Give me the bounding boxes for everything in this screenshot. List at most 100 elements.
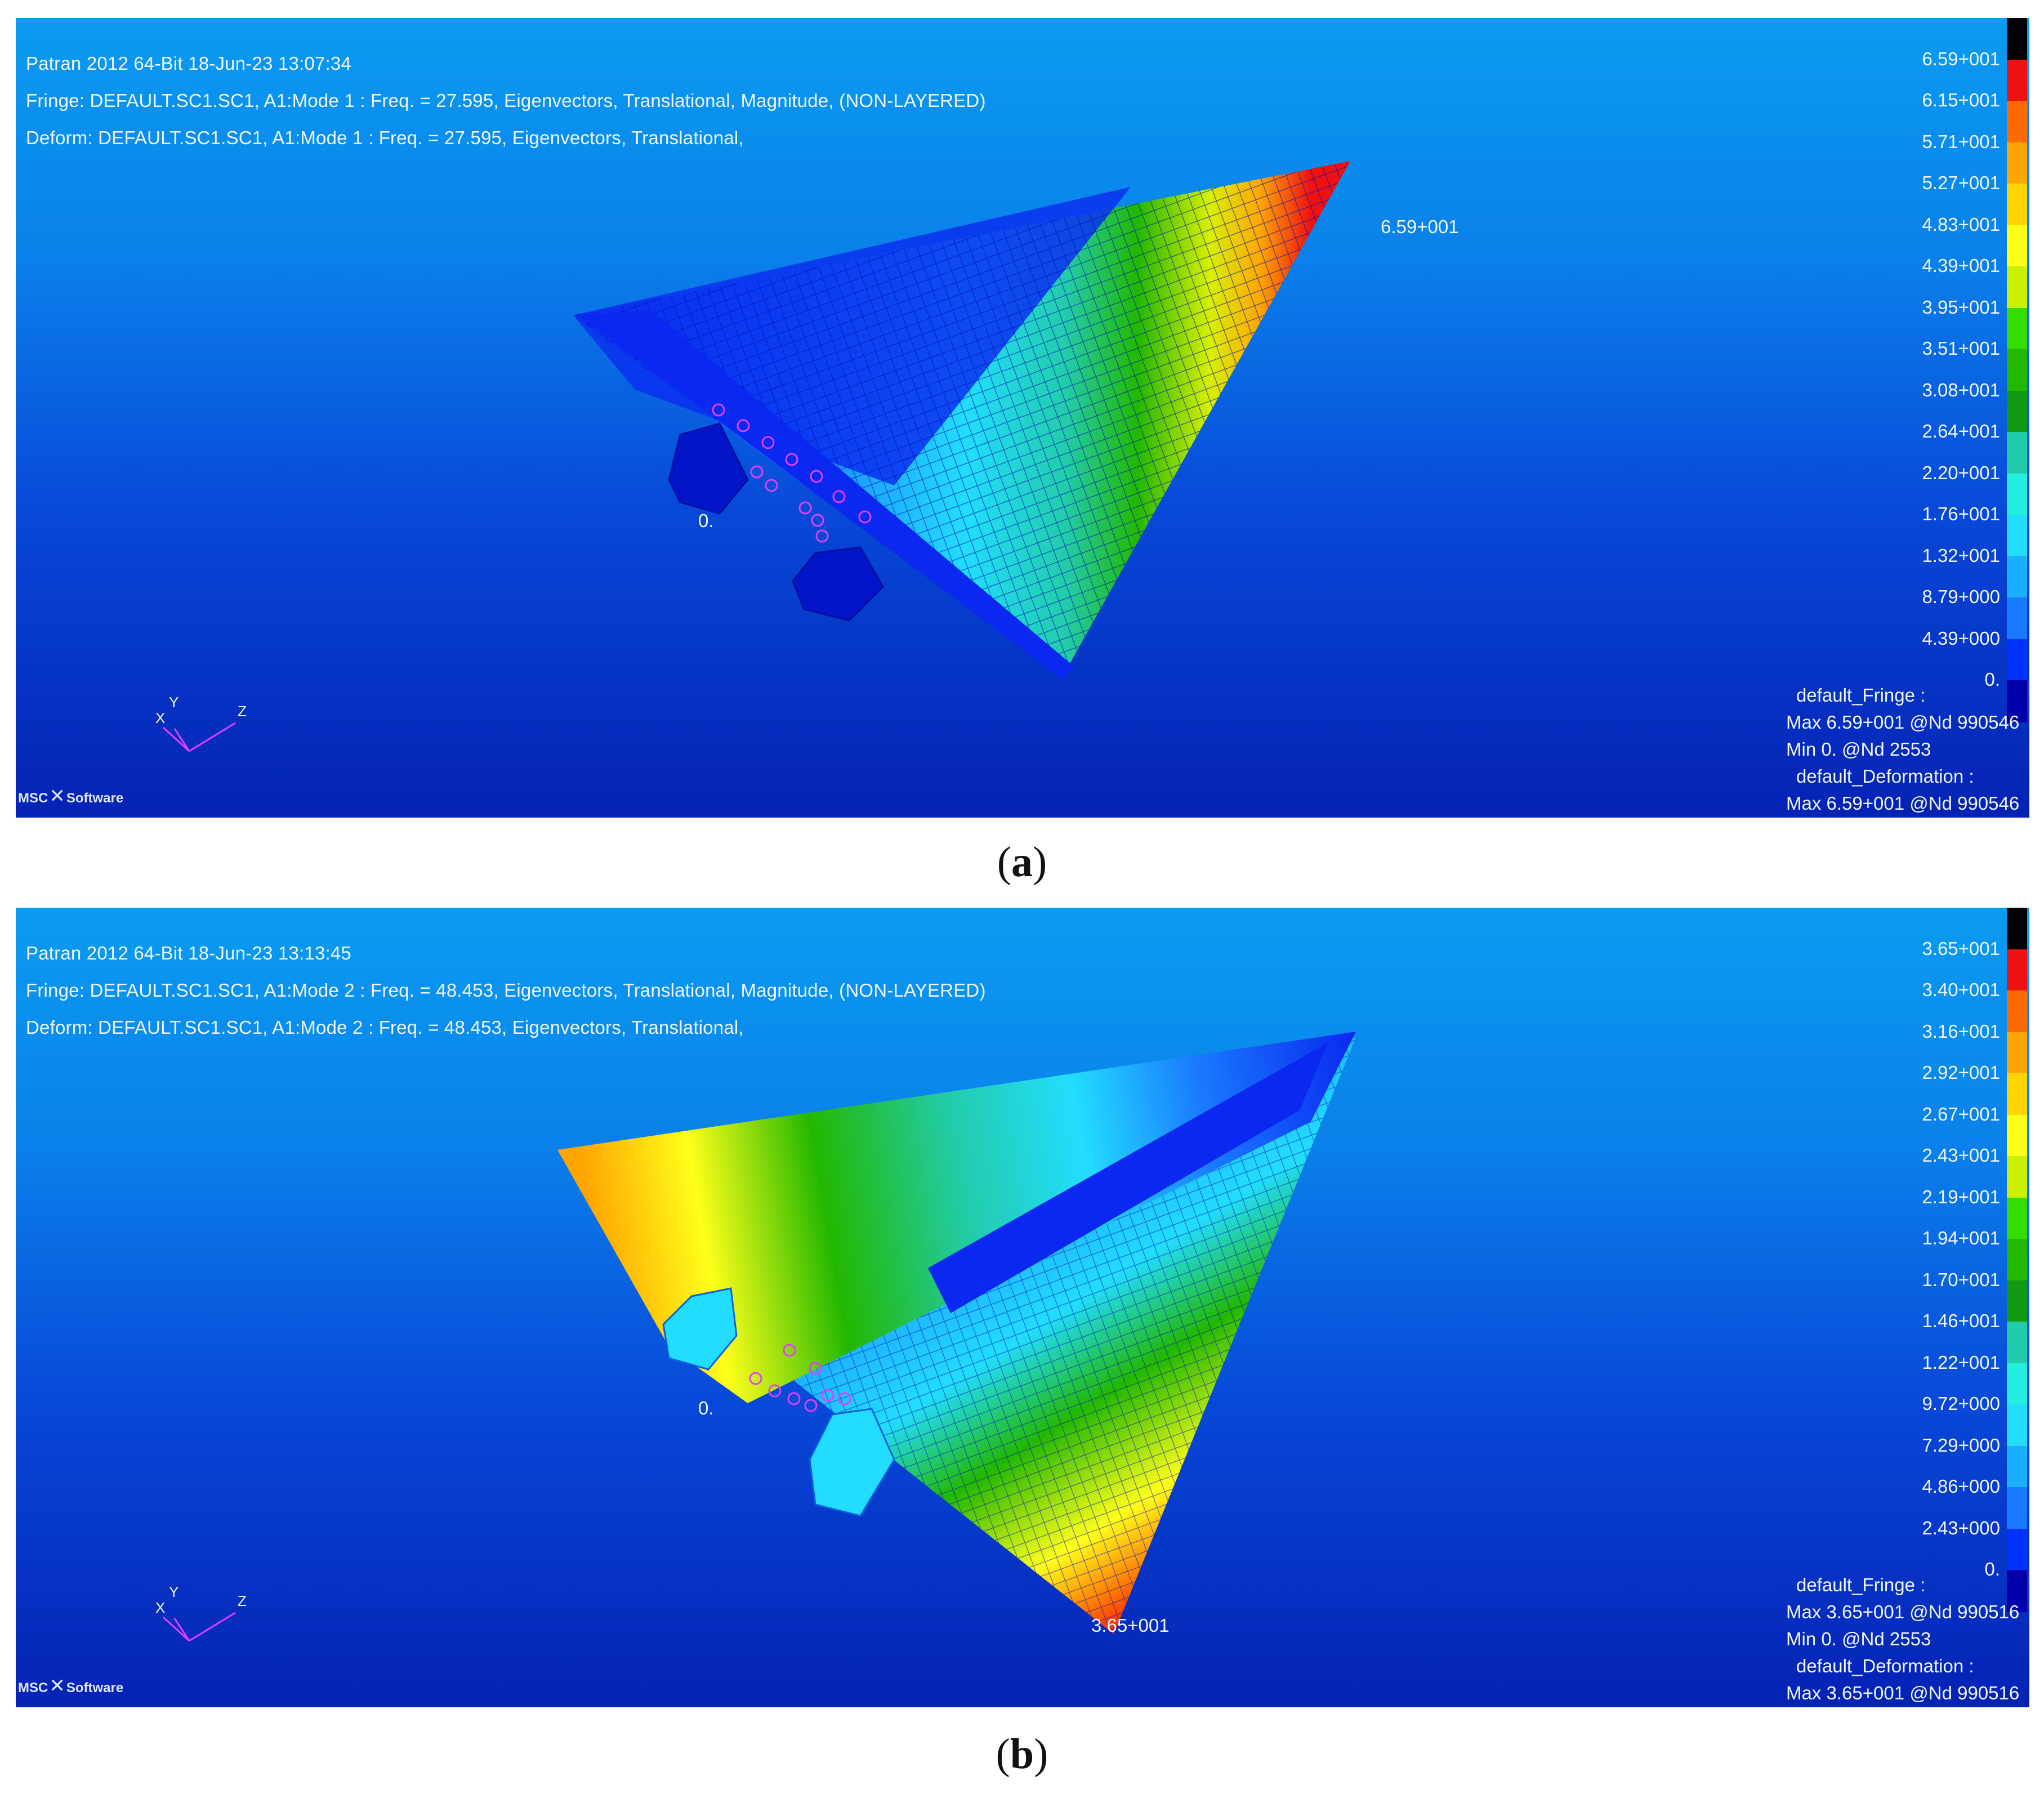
legend-tick-label: 0. — [1984, 1559, 2000, 1579]
legend-swatch — [2007, 307, 2027, 350]
legend-swatch — [2007, 349, 2027, 391]
axis-z-label: Z — [238, 1592, 247, 1609]
legend-tick-label: 4.39+001 — [1922, 255, 2000, 276]
header-deform: Deform: DEFAULT.SC1.SC1, A1:Mode 2 : Fre… — [26, 1017, 744, 1038]
legend-tick-label: 7.29+000 — [1922, 1434, 2000, 1456]
max-value-marker: 6.59+001 — [1381, 216, 1459, 237]
legend-swatch — [2007, 1570, 2027, 1612]
legend-tick-label: 5.27+001 — [1922, 172, 2000, 193]
fringe-min: Min 0. @Nd 2553 — [1786, 1628, 1931, 1649]
legend-tick-label: 2.20+001 — [1922, 462, 2000, 483]
legend-swatch — [2007, 142, 2027, 184]
legend-swatch — [2007, 949, 2027, 991]
legend-tick-label: 3.08+001 — [1922, 379, 2000, 400]
legend-swatch — [2007, 1032, 2027, 1074]
legend-swatch — [2007, 18, 2027, 60]
legend-swatch — [2007, 1487, 2027, 1529]
legend-tick-label: 2.67+001 — [1922, 1103, 2000, 1124]
legend-swatch — [2007, 908, 2027, 950]
legend-swatch — [2007, 432, 2027, 474]
legend-tick-label: 1.22+001 — [1922, 1351, 2000, 1373]
fe-model-view-b — [162, 1032, 1356, 1642]
axis-y-label: Y — [169, 1583, 179, 1600]
msc-software-logo: MSC✕Software — [18, 786, 124, 807]
color-legend-bar — [2007, 908, 2027, 1612]
axis-triad-b — [162, 1612, 236, 1642]
deform-title: default_Deformation : — [1796, 766, 1974, 787]
fringe-max: Max 6.59+001 @Nd 990546 — [1786, 712, 2020, 733]
header-timestamp: Patran 2012 64-Bit 18-Jun-23 13:07:34 — [26, 53, 351, 74]
axis-x-label: X — [155, 709, 166, 726]
legend-swatch — [2007, 1363, 2027, 1405]
legend-tick-label: 1.94+001 — [1922, 1228, 2000, 1248]
legend-tick-label: 2.43+000 — [1922, 1517, 2000, 1538]
legend-tick-label: 4.83+001 — [1922, 213, 2000, 235]
legend-tick-label: 1.46+001 — [1922, 1310, 2000, 1331]
legend-tick-label: 4.39+000 — [1922, 627, 2000, 649]
legend-swatch — [2007, 597, 2027, 640]
pylon-right-a — [792, 546, 884, 622]
header-deform: Deform: DEFAULT.SC1.SC1, A1:Mode 1 : Fre… — [26, 127, 744, 148]
msc-software-logo: MSC✕Software — [18, 1675, 124, 1697]
legend-tick-label: 1.32+001 — [1922, 545, 2000, 566]
legend-tick-label: 2.19+001 — [1922, 1186, 2000, 1207]
legend-swatch — [2007, 990, 2027, 1033]
fringe-title: default_Fringe : — [1796, 685, 1926, 706]
wing-lower-mesh-b — [680, 1037, 1356, 1634]
legend-tick-label: 1.76+001 — [1922, 503, 2000, 524]
legend-tick-label: 2.92+001 — [1922, 1062, 2000, 1083]
legend-swatch — [2007, 515, 2027, 557]
fringe-max: Max 3.65+001 @Nd 990516 — [1786, 1601, 2020, 1622]
legend-tick-label: 1.70+001 — [1922, 1269, 2000, 1290]
caption-b: (b) — [996, 1730, 1048, 1778]
legend-swatch — [2007, 266, 2027, 309]
legend-tick-label: 3.16+001 — [1922, 1020, 2000, 1042]
constraint-markers-a — [712, 403, 872, 543]
pylon-right-b — [809, 1408, 895, 1517]
header-fringe: Fringe: DEFAULT.SC1.SC1, A1:Mode 1 : Fre… — [26, 90, 986, 111]
min-value-marker: 0. — [698, 510, 714, 531]
wing-spar-b — [928, 1043, 1328, 1313]
constraint-markers-b — [749, 1344, 851, 1412]
legend-swatch — [2007, 473, 2027, 515]
fe-model-view-a — [162, 161, 1350, 752]
viewport-panel-b[interactable]: Patran 2012 64-Bit 18-Jun-23 13:13:45 Fr… — [16, 908, 2029, 1707]
legend-swatch — [2007, 1114, 2027, 1157]
legend-tick-label: 9.72+000 — [1922, 1393, 2000, 1414]
legend-swatch — [2007, 639, 2027, 681]
legend-tick-label: 3.95+001 — [1922, 296, 2000, 318]
deform-max: Max 6.59+001 @Nd 990546 — [1786, 793, 2020, 814]
pylon-left-a — [668, 422, 749, 515]
fringe-min: Min 0. @Nd 2553 — [1786, 739, 1931, 760]
legend-tick-label: 4.86+000 — [1922, 1476, 2000, 1497]
legend-swatch — [2007, 225, 2027, 267]
legend-swatch — [2007, 1197, 2027, 1239]
legend-swatch — [2007, 1528, 2027, 1570]
caption-a: (a) — [997, 838, 1047, 886]
axis-z-label: Z — [238, 703, 247, 720]
legend-tick-label: 2.64+001 — [1922, 421, 2000, 441]
legend-swatch — [2007, 390, 2027, 432]
deform-max: Max 3.65+001 @Nd 990516 — [1786, 1683, 2020, 1703]
legend-swatch — [2007, 101, 2027, 143]
viewport-panel-a[interactable]: Patran 2012 64-Bit 18-Jun-23 13:07:34 Fr… — [16, 18, 2029, 818]
header-fringe: Fringe: DEFAULT.SC1.SC1, A1:Mode 2 : Fre… — [26, 980, 986, 1001]
legend-swatch — [2007, 1239, 2027, 1281]
legend-swatch — [2007, 1322, 2027, 1364]
legend-swatch — [2007, 556, 2027, 598]
legend-swatch — [2007, 184, 2027, 226]
legend-swatch — [2007, 1280, 2027, 1322]
legend-swatch — [2007, 1073, 2027, 1115]
legend-swatch — [2007, 59, 2027, 101]
legend-tick-label: 2.43+001 — [1922, 1145, 2000, 1166]
legend-tick-label: 0. — [1984, 669, 2000, 690]
axis-triad-a — [162, 722, 236, 752]
legend-tick-label: 6.15+001 — [1922, 90, 2000, 110]
color-legend-bar — [2007, 18, 2027, 722]
wing-upper-surface-b — [557, 1032, 1356, 1403]
legend-tick-label: 3.51+001 — [1922, 338, 2000, 359]
legend-tick-label: 5.71+001 — [1922, 131, 2000, 152]
wing-leading-spar-a — [579, 311, 1074, 680]
axis-y-label: Y — [169, 694, 179, 711]
legend-swatch — [2007, 680, 2027, 722]
